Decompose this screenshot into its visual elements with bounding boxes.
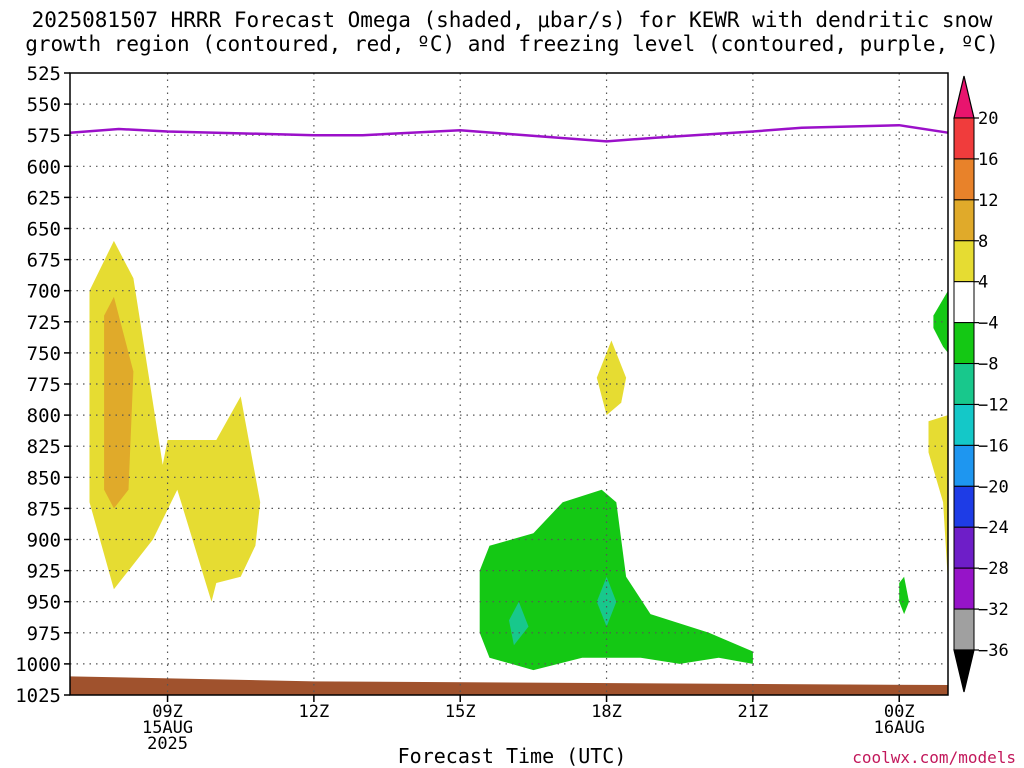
y-tick-label: 675	[27, 250, 61, 272]
x-tick-label: 15AUG	[142, 718, 193, 738]
x-tick-label: 00Z	[884, 702, 915, 722]
colorbar-label: −12	[978, 395, 1009, 415]
y-tick-label: 750	[27, 343, 61, 365]
y-tick-label: 775	[27, 374, 61, 396]
x-tick-label: 15Z	[445, 702, 476, 722]
x-tick-label: 09Z	[152, 702, 183, 722]
colorbar-label: −24	[978, 518, 1009, 538]
y-tick-label: 550	[27, 94, 61, 116]
colorbar-bin	[953, 363, 975, 405]
chart-title: 2025081507 HRRR Forecast Omega (shaded, …	[0, 8, 1024, 56]
colorbar-bin	[953, 526, 975, 569]
colorbar-bin	[953, 158, 975, 201]
y-tick-label: 950	[27, 592, 61, 614]
title-line-1: 2025081507 HRRR Forecast Omega (shaded, …	[31, 8, 993, 32]
omega-region-7	[899, 576, 909, 615]
colorbar-bin	[953, 608, 975, 651]
title-line-2: growth region (contoured, red, ºC) and f…	[25, 32, 999, 56]
colorbar-label: −28	[978, 559, 1009, 579]
y-tick-label: 575	[27, 125, 61, 147]
colorbar-bin	[953, 403, 975, 446]
colorbar-top-arrow	[953, 75, 975, 119]
omega-region-2	[596, 340, 627, 416]
colorbar-label: −16	[978, 436, 1009, 456]
colorbar-label: 12	[978, 191, 998, 211]
y-tick-label: 625	[27, 187, 61, 209]
colorbar-bin	[953, 199, 975, 242]
x-tick-label: 2025	[147, 734, 188, 754]
y-tick-label: 875	[27, 498, 61, 520]
colorbar-bin	[953, 485, 975, 528]
y-tick-label: 975	[27, 623, 61, 645]
axes: 525 550 575 600 625 650 675 700 725 750 775 800 825 8…	[15, 63, 949, 754]
colorbar-bin	[953, 567, 975, 610]
colorbar: 20 16 12 8 4 −4 −8 −12 −16 −20 −24 −28 −32 −36	[953, 75, 1009, 693]
colorbar-bin	[953, 281, 975, 324]
y-tick-label: 850	[27, 467, 61, 489]
y-tick-label: 825	[27, 436, 61, 458]
y-tick-label: 925	[27, 561, 61, 583]
y-tick-label: 600	[27, 156, 61, 178]
x-tick-label: 12Z	[299, 702, 330, 722]
y-tick-label: 700	[27, 281, 61, 303]
omega-region-6	[596, 576, 617, 627]
colorbar-label: −8	[978, 355, 998, 375]
omega-region-0	[89, 240, 261, 602]
colorbar-label: −4	[978, 314, 998, 334]
colorbar-label: 20	[978, 109, 998, 129]
freezing-level-layer	[69, 123, 949, 143]
x-axis-label: Forecast Time (UTC)	[397, 744, 627, 768]
colorbar-label: −32	[978, 600, 1009, 620]
omega-region-5	[509, 601, 529, 646]
x-tick-label: 16AUG	[874, 718, 925, 738]
x-tick-label: 18Z	[591, 702, 622, 722]
colorbar-bin	[953, 322, 975, 365]
y-tick-label: 1000	[15, 654, 61, 676]
y-tick-label: 525	[27, 63, 61, 85]
y-tick-label: 725	[27, 312, 61, 334]
x-tick-label: 21Z	[738, 702, 769, 722]
credit-link[interactable]: coolwx.com/models	[852, 748, 1016, 767]
y-tick-label: 900	[27, 530, 61, 552]
omega-shading	[89, 240, 948, 671]
y-tick-label: 800	[27, 405, 61, 427]
colorbar-bin	[953, 240, 975, 283]
y-tick-label: 650	[27, 219, 61, 241]
colorbar-label: −36	[978, 641, 1009, 661]
y-tick-label: 1025	[15, 685, 61, 707]
omega-region-8	[933, 290, 948, 353]
colorbar-bottom-arrow	[953, 649, 975, 693]
freezing-level-line	[69, 123, 949, 143]
colorbar-bin	[953, 117, 975, 160]
colorbar-bin	[953, 444, 975, 487]
terrain-layer	[70, 676, 948, 695]
colorbar-label: −20	[978, 477, 1009, 497]
colorbar-label: 16	[978, 150, 998, 170]
colorbar-label: 8	[978, 232, 988, 252]
colorbar-label: 4	[978, 273, 988, 293]
omega-region-3	[928, 415, 948, 583]
omega-region-1	[104, 296, 134, 509]
omega-region-4	[479, 489, 753, 671]
terrain-fill	[70, 676, 948, 695]
